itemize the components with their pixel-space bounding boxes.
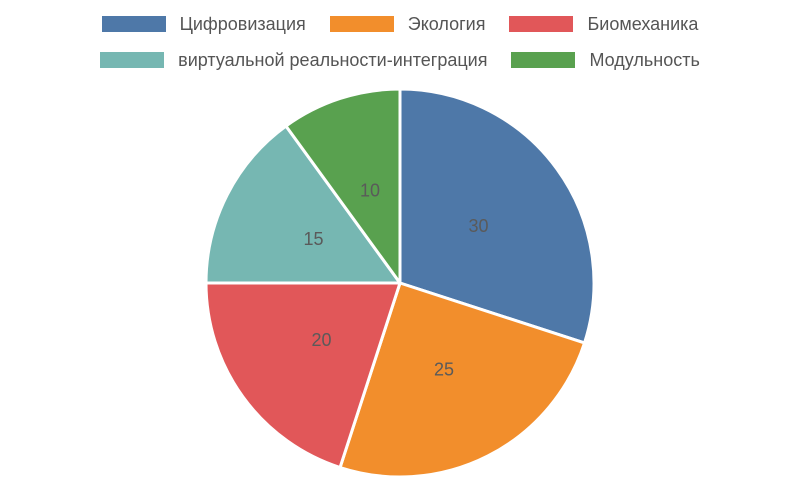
legend-label-3: виртуальной реальности-интеграция <box>178 49 488 70</box>
pie-data-label-1: 25 <box>434 359 454 379</box>
legend-swatch-1 <box>329 16 394 32</box>
pie-slice-0 <box>398 87 596 345</box>
pie-data-label-3: 15 <box>304 229 324 249</box>
pie-slice-3 <box>204 124 402 285</box>
pie-data-label-4: 10 <box>360 181 380 201</box>
legend-label-0: Цифровизация <box>179 13 306 34</box>
pie-data-labels: 30 25 20 15 10 <box>304 181 489 380</box>
legend-swatch-0 <box>101 16 166 32</box>
legend: Цифровизация Экология Биомеханика виртуа… <box>0 12 800 84</box>
pie-slices <box>204 87 596 479</box>
legend-item-3: виртуальной реальности-интеграция <box>100 50 487 71</box>
pie-slice-4 <box>284 87 402 285</box>
pie-slice-2 <box>204 281 402 470</box>
legend-label-1: Экология <box>407 13 486 34</box>
legend-row-1: Цифровизация Экология Биомеханика <box>0 12 800 36</box>
pie-data-label-0: 30 <box>468 216 488 236</box>
legend-item-0: Цифровизация <box>101 13 306 35</box>
legend-swatch-2 <box>509 16 574 32</box>
legend-item-2: Биомеханика <box>509 14 698 35</box>
legend-label-4: Модульность <box>589 49 700 70</box>
legend-row-2: виртуальной реальности-интеграция Модуль… <box>0 48 800 72</box>
pie-slice-1 <box>338 281 587 479</box>
legend-item-1: Экология <box>329 13 486 35</box>
legend-item-4: Модульность <box>511 49 700 71</box>
legend-swatch-4 <box>511 52 576 68</box>
legend-label-2: Биомеханика <box>587 13 699 34</box>
pie-data-label-2: 20 <box>312 330 332 350</box>
legend-swatch-3 <box>100 52 165 68</box>
